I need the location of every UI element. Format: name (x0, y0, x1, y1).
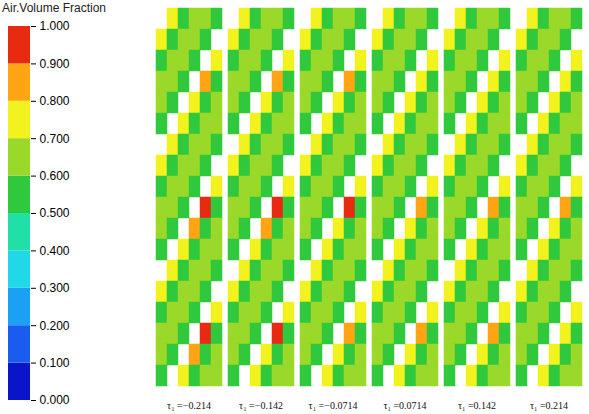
svg-text:0.000: 0.000 (40, 393, 70, 407)
svg-text:1.000: 1.000 (40, 19, 70, 33)
svg-text:0.300: 0.300 (40, 281, 70, 295)
html-text:Air.Volume Fraction: Air.Volume Fraction (2, 1, 106, 15)
svg-text:0.500: 0.500 (40, 206, 70, 220)
svg-text:τ₁ =−0.142: τ₁ =−0.142 (239, 400, 283, 411)
svg-text:0.600: 0.600 (40, 169, 70, 183)
svg-text:0.800: 0.800 (40, 94, 70, 108)
svg-text:τ₁ =0.214: τ₁ =0.214 (530, 400, 568, 411)
svg-text:0.900: 0.900 (40, 57, 70, 71)
svg-text:0.400: 0.400 (40, 244, 70, 258)
svg-text:0.100: 0.100 (40, 356, 70, 370)
svg-text:τ₁ =0.0714: τ₁ =0.0714 (383, 400, 426, 411)
svg-text:τ₁ =−0.214: τ₁ =−0.214 (167, 400, 211, 411)
svg-text:τ₁ =0.142: τ₁ =0.142 (458, 400, 496, 411)
svg-text:τ₁ =−0.0714: τ₁ =−0.0714 (309, 400, 358, 411)
svg-text:0.200: 0.200 (40, 319, 70, 333)
svg-text:0.700: 0.700 (40, 132, 70, 146)
